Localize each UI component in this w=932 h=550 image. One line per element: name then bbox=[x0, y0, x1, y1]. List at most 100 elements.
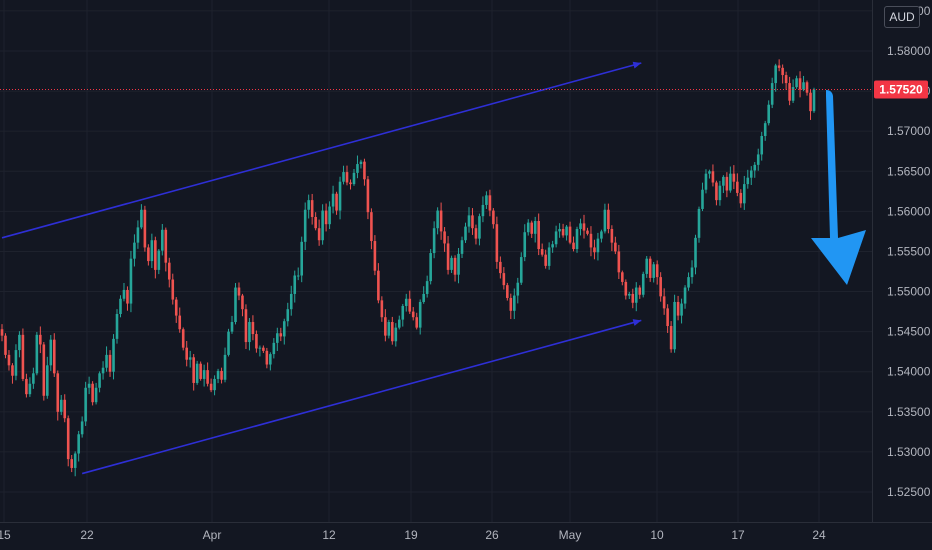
candle bbox=[763, 120, 767, 141]
candle bbox=[317, 219, 321, 246]
time-axis[interactable]: 15 22 Apr 12 19 26 May 10 17 24 bbox=[0, 522, 932, 550]
candle bbox=[666, 304, 669, 333]
price-tick-label: 1.53500 bbox=[887, 405, 931, 419]
candle bbox=[547, 242, 551, 270]
currency-button[interactable]: AUD bbox=[884, 6, 920, 28]
candle bbox=[401, 303, 405, 327]
candle bbox=[188, 350, 192, 368]
candle bbox=[108, 350, 112, 377]
candle bbox=[98, 371, 101, 393]
candle bbox=[436, 207, 439, 235]
candle bbox=[262, 345, 265, 353]
candle bbox=[227, 328, 230, 357]
candle bbox=[279, 327, 283, 342]
candle bbox=[467, 207, 471, 233]
candle bbox=[59, 394, 63, 416]
candle bbox=[411, 307, 415, 321]
candle bbox=[352, 169, 356, 186]
candle bbox=[11, 363, 14, 384]
price-tick-label: 1.56500 bbox=[887, 164, 931, 178]
candle bbox=[25, 373, 28, 398]
candle bbox=[206, 362, 209, 387]
trend-channel bbox=[1, 61, 642, 475]
candle bbox=[680, 298, 683, 324]
candlestick-series bbox=[0, 59, 816, 477]
candle bbox=[244, 304, 248, 349]
time-axis-bg bbox=[0, 522, 932, 550]
candle bbox=[704, 169, 708, 194]
candle bbox=[39, 326, 42, 354]
candle bbox=[429, 248, 432, 285]
candle bbox=[812, 87, 816, 113]
candle bbox=[300, 236, 304, 283]
candle bbox=[356, 155, 359, 179]
candle bbox=[0, 324, 4, 342]
candle bbox=[133, 234, 136, 267]
candle bbox=[641, 271, 645, 298]
candle bbox=[335, 191, 338, 215]
candle bbox=[80, 416, 84, 438]
candle bbox=[324, 203, 328, 232]
candle bbox=[586, 227, 589, 236]
candle bbox=[282, 318, 286, 345]
candle bbox=[805, 80, 809, 96]
candle bbox=[554, 225, 558, 248]
candle bbox=[303, 202, 307, 251]
candle bbox=[558, 223, 561, 238]
candle bbox=[101, 361, 105, 380]
candle bbox=[753, 162, 757, 178]
candle bbox=[474, 224, 478, 245]
candle bbox=[366, 176, 370, 220]
candle bbox=[718, 180, 722, 206]
current-price-tag: 1.57520 bbox=[874, 80, 928, 99]
candle bbox=[432, 221, 436, 259]
candle bbox=[404, 293, 408, 312]
candle bbox=[537, 213, 540, 256]
candle bbox=[701, 182, 704, 212]
candle bbox=[610, 225, 614, 252]
candle bbox=[512, 288, 516, 320]
candle bbox=[621, 270, 624, 286]
candle bbox=[296, 267, 300, 281]
arrow-shape bbox=[811, 90, 866, 285]
candle bbox=[150, 233, 154, 269]
channel-lower-line bbox=[81, 319, 642, 475]
candle bbox=[767, 100, 770, 126]
candle bbox=[568, 221, 572, 245]
candle bbox=[185, 340, 189, 367]
price-tick-label: 1.55000 bbox=[887, 285, 931, 299]
candle bbox=[140, 204, 143, 230]
candle bbox=[359, 159, 363, 169]
candle bbox=[481, 196, 485, 223]
candle bbox=[425, 275, 429, 298]
candle bbox=[119, 295, 122, 318]
candle bbox=[230, 315, 234, 334]
candle bbox=[746, 169, 750, 189]
candle bbox=[450, 255, 453, 274]
candle bbox=[596, 232, 600, 261]
price-tick-label: 1.56000 bbox=[887, 204, 931, 218]
candle bbox=[199, 361, 202, 381]
candle bbox=[669, 321, 673, 353]
candle bbox=[66, 415, 70, 467]
candle bbox=[4, 333, 7, 359]
candle bbox=[195, 360, 199, 385]
candle bbox=[634, 282, 638, 312]
candle bbox=[453, 255, 457, 282]
candle bbox=[77, 430, 80, 462]
candle bbox=[258, 345, 262, 357]
candle bbox=[52, 333, 56, 377]
candle bbox=[178, 307, 182, 333]
candle bbox=[269, 352, 272, 371]
candle bbox=[338, 176, 342, 220]
candle bbox=[112, 334, 115, 380]
candle bbox=[708, 169, 711, 179]
candle bbox=[809, 88, 812, 120]
candle bbox=[460, 236, 464, 259]
price-tick-label: 1.55500 bbox=[887, 244, 931, 258]
price-tick-label: 1.54000 bbox=[887, 365, 931, 379]
price-tick-label: 1.53000 bbox=[887, 445, 931, 459]
candle bbox=[216, 368, 220, 384]
candle bbox=[87, 376, 91, 395]
